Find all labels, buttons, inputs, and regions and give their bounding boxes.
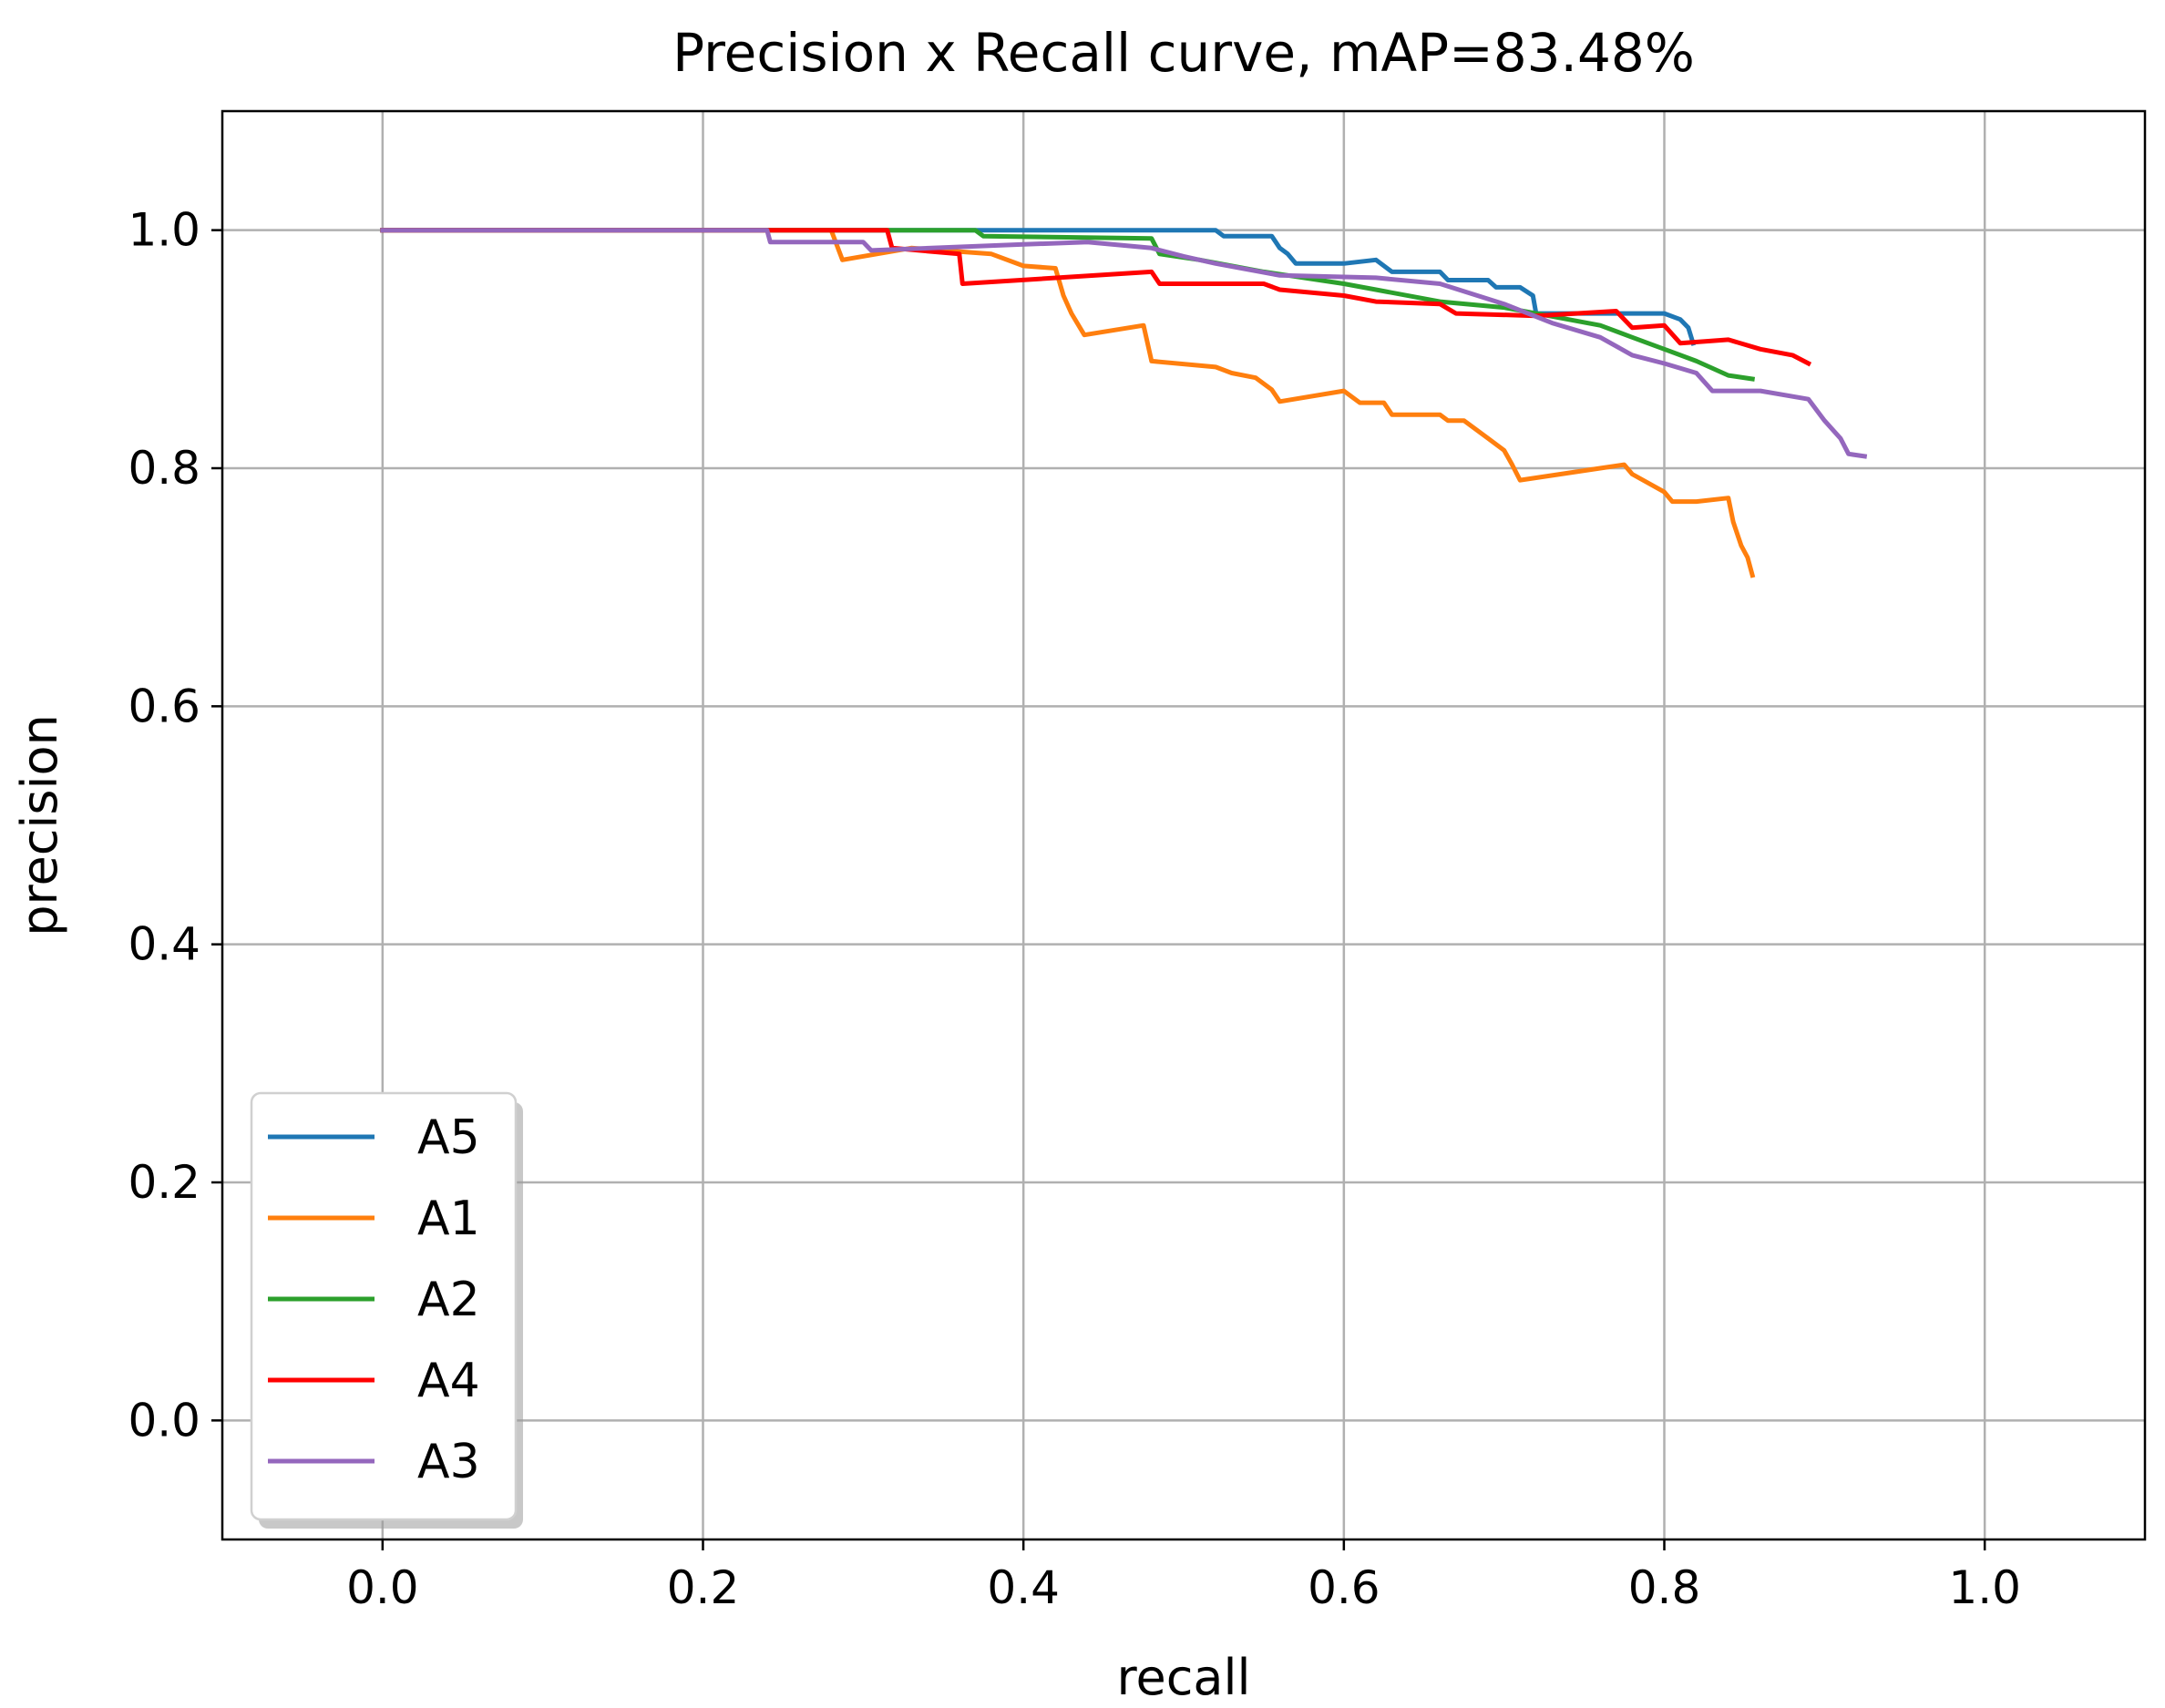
y-tick-label: 0.8 [128, 442, 200, 495]
y-tick-label: 0.6 [128, 680, 200, 732]
x-tick-label: 0.6 [1308, 1561, 1380, 1614]
legend-label-a5: A5 [417, 1110, 480, 1165]
legend-box [250, 1091, 518, 1521]
x-tick-label: 1.0 [1948, 1561, 2021, 1614]
y-tick-label: 0.0 [128, 1394, 200, 1447]
y-tick-label: 1.0 [128, 204, 200, 257]
legend: A5 A1 A2 A4 A3 [250, 1091, 523, 1529]
series-line-a4 [380, 228, 1812, 367]
series-line-a2 [380, 228, 1756, 382]
x-tick-label: 0.4 [987, 1561, 1060, 1614]
x-tick-label: 0.8 [1628, 1561, 1701, 1614]
x-tick-label: 0.2 [667, 1561, 740, 1614]
legend-label-a2: A2 [417, 1273, 480, 1327]
legend-label-a4: A4 [417, 1354, 480, 1408]
y-axis-label: precision [11, 714, 68, 936]
legend-label-a3: A3 [417, 1435, 480, 1489]
x-tick-label: 0.0 [346, 1561, 419, 1614]
grid [222, 111, 2145, 1539]
chart-title: Precision x Recall curve, mAP=83.48% [672, 22, 1695, 84]
legend-label-a1: A1 [417, 1192, 480, 1246]
x-axis-label: recall [1116, 1649, 1250, 1706]
axis-ticks: 0.0 0.2 0.4 0.6 0.8 1.0 0.0 0.2 0.4 0.6 0.8 1.0 [128, 204, 2020, 1614]
series-line-a5 [380, 228, 1697, 346]
plot-frame [221, 109, 2147, 1541]
series-line-a3 [380, 228, 1868, 459]
series-lines [380, 228, 1868, 578]
y-tick-label: 0.4 [128, 918, 200, 971]
y-tick-label: 0.2 [128, 1156, 200, 1209]
